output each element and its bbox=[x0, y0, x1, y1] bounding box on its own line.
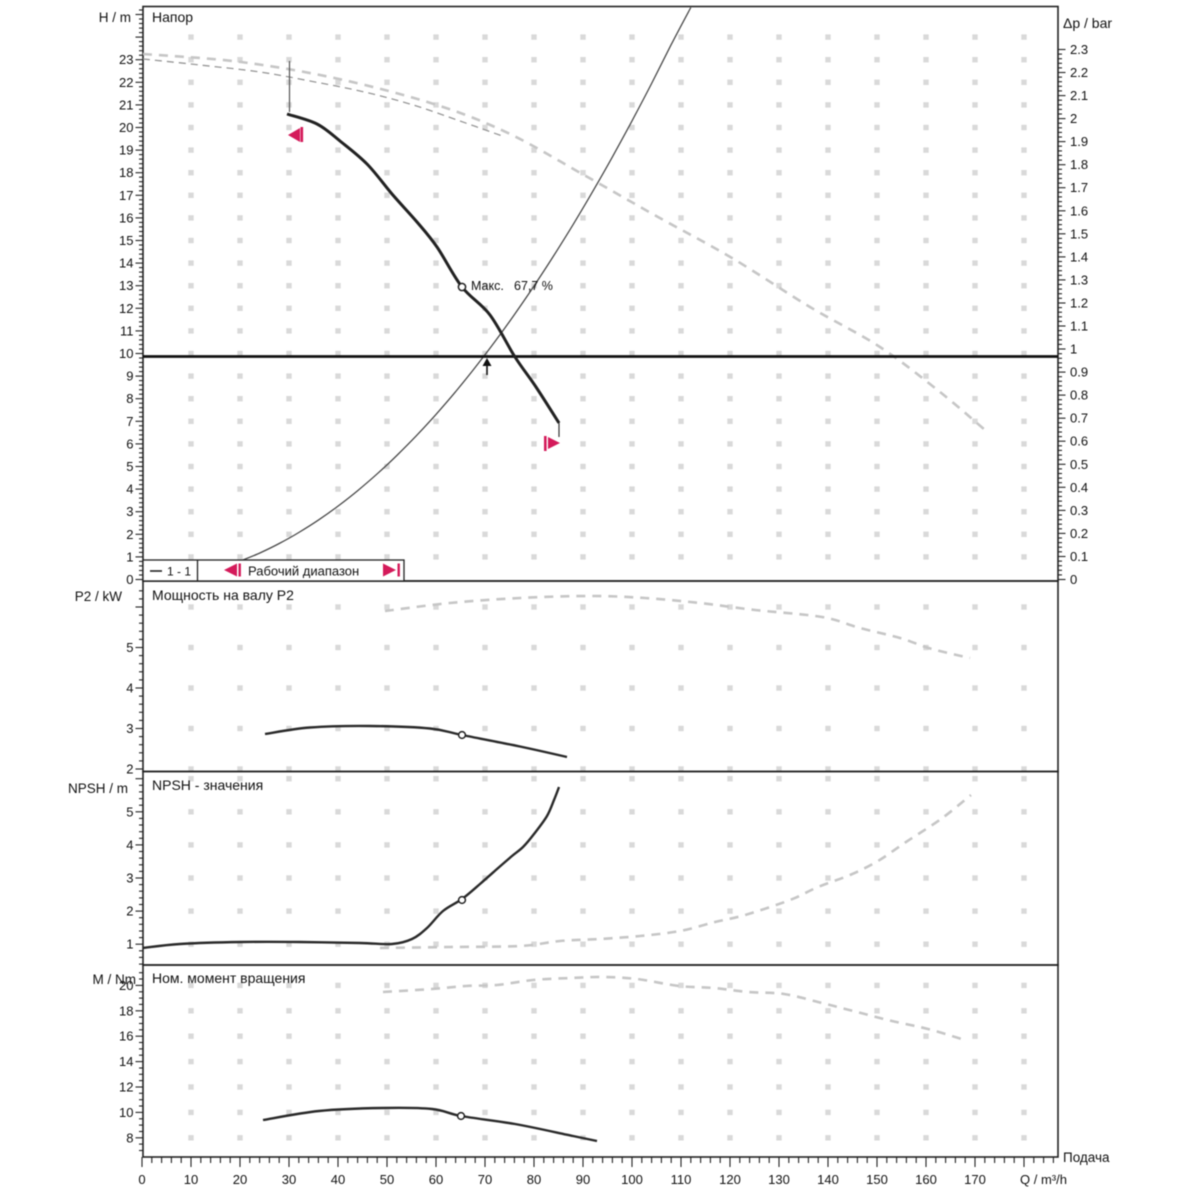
svg-text:Подача: Подача bbox=[1063, 1150, 1110, 1165]
svg-text:10: 10 bbox=[119, 1105, 133, 1120]
svg-text:0.3: 0.3 bbox=[1070, 503, 1088, 518]
svg-text:6: 6 bbox=[126, 436, 133, 451]
svg-text:1: 1 bbox=[1070, 342, 1077, 357]
svg-text:2.1: 2.1 bbox=[1070, 88, 1088, 103]
svg-text:0.8: 0.8 bbox=[1070, 388, 1088, 403]
svg-text:40: 40 bbox=[331, 1172, 345, 1187]
svg-text:1.4: 1.4 bbox=[1070, 249, 1088, 264]
svg-text:Макс.: Макс. bbox=[471, 279, 504, 293]
svg-text:10: 10 bbox=[184, 1172, 198, 1187]
svg-text:Рабочий диапазон: Рабочий диапазон bbox=[248, 564, 359, 579]
svg-text:4: 4 bbox=[126, 681, 133, 696]
svg-text:2: 2 bbox=[126, 904, 133, 919]
svg-text:8: 8 bbox=[126, 1130, 133, 1145]
svg-text:1: 1 bbox=[126, 937, 133, 952]
svg-text:0.5: 0.5 bbox=[1070, 457, 1088, 472]
svg-text:2: 2 bbox=[126, 762, 133, 777]
svg-text:H / m: H / m bbox=[99, 10, 131, 25]
svg-text:1 - 1: 1 - 1 bbox=[167, 565, 191, 579]
svg-text:110: 110 bbox=[671, 1172, 692, 1187]
svg-text:3: 3 bbox=[126, 871, 133, 886]
svg-text:4: 4 bbox=[126, 482, 133, 497]
svg-text:M / Nm: M / Nm bbox=[93, 972, 137, 987]
svg-text:2.3: 2.3 bbox=[1070, 42, 1088, 57]
svg-text:170: 170 bbox=[964, 1172, 986, 1187]
svg-text:130: 130 bbox=[768, 1172, 790, 1187]
svg-text:P2 / kW: P2 / kW bbox=[75, 589, 123, 604]
svg-text:12: 12 bbox=[119, 1080, 133, 1095]
svg-text:3: 3 bbox=[126, 504, 133, 519]
svg-text:0.4: 0.4 bbox=[1070, 480, 1088, 495]
svg-text:22: 22 bbox=[119, 75, 133, 90]
svg-text:0: 0 bbox=[1070, 572, 1077, 587]
svg-text:100: 100 bbox=[621, 1172, 643, 1187]
svg-text:3: 3 bbox=[126, 721, 133, 736]
svg-text:1.7: 1.7 bbox=[1070, 180, 1088, 195]
svg-text:2: 2 bbox=[126, 527, 133, 542]
svg-text:14: 14 bbox=[119, 256, 133, 271]
svg-text:20: 20 bbox=[119, 120, 133, 135]
svg-text:18: 18 bbox=[119, 1003, 133, 1018]
svg-text:1.5: 1.5 bbox=[1070, 226, 1088, 241]
svg-text:15: 15 bbox=[119, 233, 133, 248]
svg-text:80: 80 bbox=[527, 1172, 541, 1187]
svg-text:70: 70 bbox=[478, 1172, 492, 1187]
svg-text:1.3: 1.3 bbox=[1070, 272, 1088, 287]
svg-text:19: 19 bbox=[119, 143, 133, 158]
svg-text:0.9: 0.9 bbox=[1070, 365, 1088, 380]
svg-text:30: 30 bbox=[282, 1172, 296, 1187]
svg-text:1.9: 1.9 bbox=[1070, 134, 1088, 149]
svg-text:1.1: 1.1 bbox=[1070, 319, 1088, 334]
svg-text:120: 120 bbox=[719, 1172, 741, 1187]
svg-text:16: 16 bbox=[119, 210, 133, 225]
svg-text:NPSH - значения: NPSH - значения bbox=[152, 777, 263, 793]
svg-text:Δp / bar: Δp / bar bbox=[1063, 15, 1112, 31]
svg-text:Q / m³/h: Q / m³/h bbox=[1020, 1172, 1067, 1187]
svg-text:160: 160 bbox=[915, 1172, 937, 1187]
svg-text:Мощность на валу P2: Мощность на валу P2 bbox=[152, 587, 294, 603]
svg-text:2: 2 bbox=[1070, 111, 1077, 126]
svg-text:5: 5 bbox=[126, 640, 133, 655]
svg-text:1.6: 1.6 bbox=[1070, 203, 1088, 218]
svg-text:90: 90 bbox=[576, 1172, 590, 1187]
svg-text:18: 18 bbox=[119, 165, 133, 180]
svg-text:17: 17 bbox=[119, 188, 133, 203]
svg-text:1: 1 bbox=[126, 549, 133, 564]
svg-text:20: 20 bbox=[233, 1172, 247, 1187]
svg-text:21: 21 bbox=[119, 97, 133, 112]
svg-text:0.7: 0.7 bbox=[1070, 411, 1088, 426]
svg-text:Напор: Напор bbox=[152, 9, 193, 25]
svg-text:23: 23 bbox=[119, 52, 133, 67]
svg-text:50: 50 bbox=[380, 1172, 394, 1187]
svg-text:10: 10 bbox=[119, 346, 133, 361]
svg-text:2.2: 2.2 bbox=[1070, 65, 1088, 80]
svg-text:7: 7 bbox=[126, 414, 133, 429]
svg-text:1.2: 1.2 bbox=[1070, 296, 1088, 311]
svg-text:NPSH / m: NPSH / m bbox=[68, 781, 128, 796]
svg-text:0.2: 0.2 bbox=[1070, 526, 1088, 541]
svg-text:1.8: 1.8 bbox=[1070, 157, 1088, 172]
svg-text:16: 16 bbox=[119, 1029, 133, 1044]
svg-text:67,7 %: 67,7 % bbox=[514, 279, 553, 293]
svg-text:11: 11 bbox=[120, 323, 134, 338]
svg-text:4: 4 bbox=[126, 837, 133, 852]
svg-text:8: 8 bbox=[126, 391, 133, 406]
svg-text:150: 150 bbox=[866, 1172, 888, 1187]
svg-text:0.6: 0.6 bbox=[1070, 434, 1088, 449]
svg-text:140: 140 bbox=[817, 1172, 839, 1187]
svg-text:0: 0 bbox=[126, 572, 133, 587]
svg-text:60: 60 bbox=[429, 1172, 443, 1187]
svg-text:9: 9 bbox=[126, 369, 133, 384]
svg-text:5: 5 bbox=[126, 804, 133, 819]
svg-text:0: 0 bbox=[138, 1172, 145, 1187]
svg-text:12: 12 bbox=[119, 301, 133, 316]
svg-text:Ном. момент вращения: Ном. момент вращения bbox=[152, 970, 305, 986]
svg-text:20: 20 bbox=[119, 978, 133, 993]
svg-text:13: 13 bbox=[119, 278, 133, 293]
svg-text:5: 5 bbox=[126, 459, 133, 474]
svg-text:14: 14 bbox=[119, 1054, 133, 1069]
svg-text:0.1: 0.1 bbox=[1070, 549, 1088, 564]
